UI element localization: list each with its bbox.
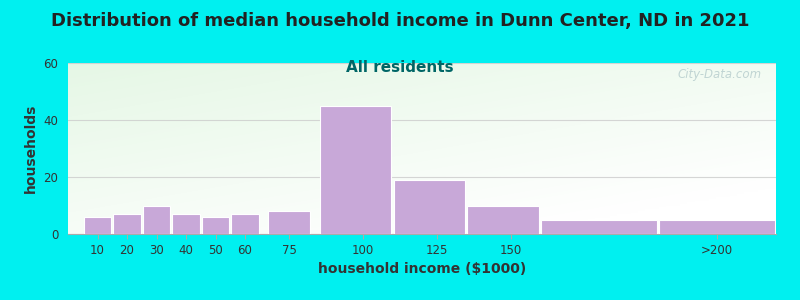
Bar: [541, 220, 657, 234]
Bar: [320, 106, 391, 234]
Bar: [114, 214, 141, 234]
Bar: [268, 211, 310, 234]
Text: All residents: All residents: [346, 60, 454, 75]
Bar: [84, 217, 111, 234]
Bar: [231, 214, 258, 234]
Bar: [394, 180, 465, 234]
Y-axis label: households: households: [24, 104, 38, 193]
Bar: [143, 206, 170, 234]
Text: Distribution of median household income in Dunn Center, ND in 2021: Distribution of median household income …: [50, 12, 750, 30]
Bar: [202, 217, 229, 234]
Bar: [659, 220, 775, 234]
Bar: [173, 214, 199, 234]
X-axis label: household income ($1000): household income ($1000): [318, 262, 526, 276]
Bar: [467, 206, 539, 234]
Text: City-Data.com: City-Data.com: [678, 68, 762, 81]
